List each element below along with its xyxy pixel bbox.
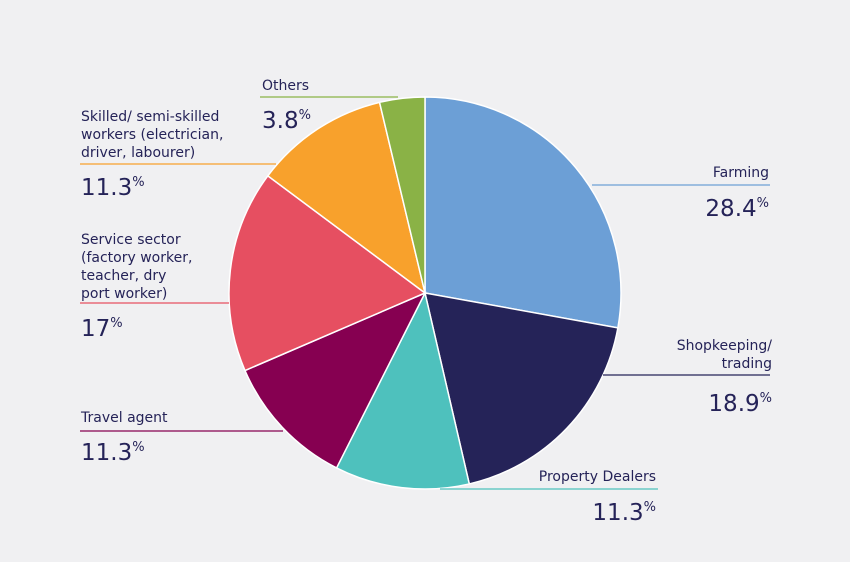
slice-value: 18.9%	[708, 391, 772, 417]
pie-slice	[266, 101, 427, 295]
slice-value: 11.3%	[81, 175, 145, 201]
slice-label: workers (electrician,	[81, 127, 223, 143]
pie-slice	[424, 96, 622, 329]
slice-value: 3.8%	[262, 108, 311, 134]
slice-label: port worker)	[81, 286, 167, 302]
slice-label-group: Service sector (factory worker, teacher, d…	[80, 232, 229, 342]
slice-label: Farming	[713, 165, 769, 181]
slice-label-group: Farming 28.4%	[592, 165, 770, 222]
slice-value: 28.4%	[705, 196, 769, 222]
pie-labels: Farming 28.4% Shopkeeping/trading 18.9% Prop…	[80, 78, 772, 526]
pie-slice	[228, 174, 427, 372]
slice-label: Service sector	[81, 232, 181, 248]
pie-slice	[378, 96, 426, 294]
pie-slice	[243, 291, 427, 469]
pie-slice	[424, 292, 619, 485]
slice-value: 11.3%	[81, 440, 145, 466]
slice-label-group: Travel agent 11.3%	[80, 410, 283, 466]
slice-label: Skilled/ semi-skilled	[81, 109, 219, 125]
slice-label-group: Shopkeeping/trading 18.9%	[603, 338, 772, 417]
slice-value: 17%	[81, 316, 123, 342]
slice-label: Others	[262, 78, 309, 94]
slice-label: trading	[722, 356, 772, 372]
slice-label: Shopkeeping/	[677, 338, 773, 354]
slice-label: (factory worker,	[81, 250, 192, 266]
slice-label: teacher, dry	[81, 268, 166, 284]
slice-label: Property Dealers	[539, 469, 656, 485]
slice-label-group: Property Dealers 11.3%	[440, 469, 658, 526]
pie-slices	[228, 96, 622, 490]
slice-label-group: Skilled/ semi-skilled workers (electricia…	[80, 109, 276, 201]
slice-value: 11.3%	[592, 500, 656, 526]
slice-label-group: Others 3.8%	[260, 78, 398, 134]
slice-label: Travel agent	[80, 410, 168, 426]
slice-label: driver, labourer)	[81, 145, 195, 161]
pie-slice	[335, 290, 471, 490]
